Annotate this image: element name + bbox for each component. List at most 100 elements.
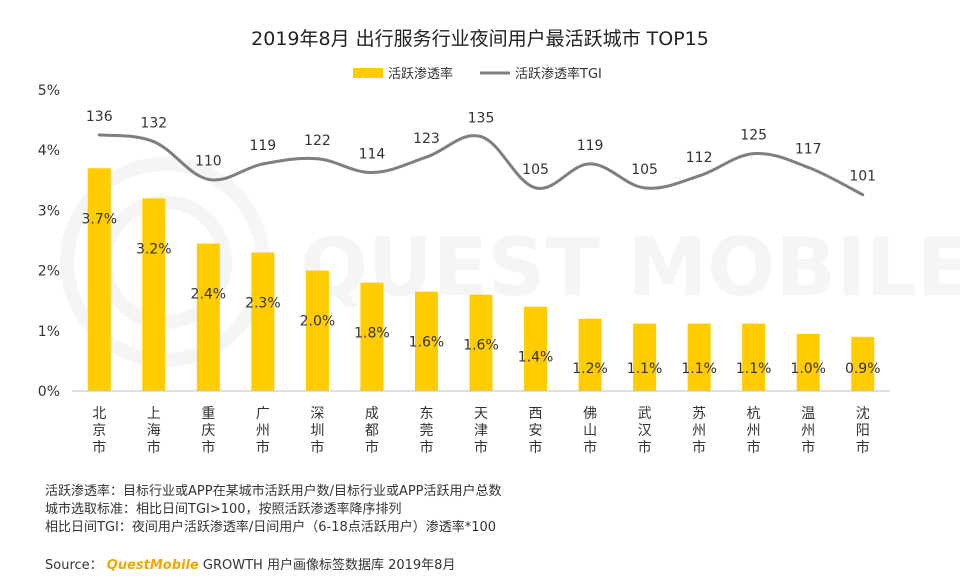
x-tick-label: 广州市: [256, 406, 270, 456]
bar-data-label: 1.6%: [409, 335, 445, 351]
bar: [851, 336, 875, 391]
bar-data-label: 1.6%: [463, 338, 499, 354]
bar-data-label: 1.2%: [572, 361, 608, 377]
y-tick-label: 1%: [38, 324, 60, 340]
tgi-data-label: 125: [740, 128, 767, 144]
x-tick-label: 温州市: [801, 406, 815, 456]
bar: [305, 270, 329, 391]
bar-data-label: 1.0%: [790, 361, 826, 377]
tgi-point: [534, 186, 538, 190]
source-brand: QuestMobile: [106, 558, 199, 573]
bar: [87, 168, 111, 391]
tgi-data-label: 123: [413, 131, 440, 147]
tgi-data-label: 105: [631, 162, 658, 178]
tgi-point: [261, 162, 265, 166]
tgi-point: [206, 177, 210, 181]
tgi-point: [643, 186, 647, 190]
chart-title: 2019年8月 出行服务行业夜间用户最活跃城市 TOP15: [251, 28, 709, 50]
tgi-data-label: 101: [849, 169, 876, 185]
bar: [196, 243, 220, 391]
bar-series: [87, 168, 875, 391]
tgi-data-label: 136: [86, 109, 113, 125]
watermark-text: QUEST MOBILE: [300, 221, 960, 314]
y-tick-label: 3%: [38, 203, 60, 219]
legend-label-bar: 活跃渗透率: [388, 66, 453, 82]
source-label: Source：: [45, 558, 103, 573]
x-tick-label: 北京市: [92, 406, 106, 456]
x-tick-label: 天津市: [474, 406, 488, 456]
x-tick-label: 杭州市: [747, 406, 761, 456]
bar-data-label: 1.1%: [681, 361, 717, 377]
bar-data-label: 1.8%: [354, 326, 390, 342]
x-tick-label: 上海市: [147, 406, 161, 456]
y-tick-label: 4%: [38, 143, 60, 159]
tgi-data-label: 119: [249, 138, 276, 154]
tgi-data-label: 135: [468, 111, 495, 127]
bar: [796, 333, 820, 391]
x-tick-label: 深圳市: [310, 406, 324, 456]
tgi-point: [152, 140, 156, 144]
tgi-point: [806, 165, 810, 169]
x-tick-label: 苏州市: [692, 406, 706, 456]
bar-data-label: 1.1%: [627, 361, 663, 377]
bar-data-label: 0.9%: [845, 361, 881, 377]
bar-data-label: 2.4%: [191, 287, 227, 303]
legend: 活跃渗透率 活跃渗透率TGI: [353, 66, 602, 82]
bar-data-labels: 3.7% 3.2% 2.4% 2.3% 2.0% 1.8% 1.6% 1.6% 1.4% 1.2%…: [81, 211, 880, 377]
bar: [633, 323, 657, 391]
source-rest: GROWTH 用户画像标签数据库 2019年8月: [202, 558, 456, 573]
bar-data-label: 1.4%: [518, 350, 554, 366]
legend-swatch-bar: [353, 68, 383, 78]
tgi-point: [315, 157, 319, 161]
x-tick-label: 东莞市: [419, 406, 433, 456]
note-1: 活跃渗透率：目标行业或APP在某城市活跃用户数/目标行业或APP活跃用户总数: [45, 484, 502, 499]
bar-data-label: 1.1%: [736, 361, 772, 377]
bar-data-label: 2.3%: [245, 296, 281, 312]
plot-area: 活跃渗透率 活跃渗透率TGI 0% 1% 2% 3% 4% 5% 3.7% 3.2% 2.4% 2…: [38, 66, 890, 456]
bar: [742, 323, 766, 391]
tgi-data-label: 119: [577, 138, 604, 154]
bar: [414, 291, 438, 391]
tgi-data-label: 117: [795, 141, 822, 157]
tgi-data-label: 114: [359, 146, 386, 162]
y-tick-label: 0%: [38, 384, 60, 400]
tgi-point: [697, 174, 701, 178]
bar: [251, 252, 275, 391]
x-tick-label: 沈阳市: [856, 406, 870, 456]
tgi-line-series: [97, 133, 865, 197]
bar: [142, 198, 166, 391]
tgi-data-label: 132: [140, 116, 167, 132]
bar: [524, 306, 548, 391]
tgi-point: [370, 170, 374, 174]
note-2: 城市选取标准：相比日间TGI>100，按照活跃渗透率降序排列: [45, 502, 402, 517]
notes: 活跃渗透率：目标行业或APP在某城市活跃用户数/目标行业或APP活跃用户总数 城…: [45, 483, 502, 537]
bar: [687, 323, 711, 391]
tgi-data-label: 112: [686, 150, 713, 166]
tgi-point: [97, 133, 101, 137]
source-line: Source： QuestMobile GROWTH 用户画像标签数据库 201…: [45, 554, 455, 573]
tgi-data-label: 105: [522, 162, 549, 178]
tgi-point: [861, 193, 865, 197]
tgi-data-label: 110: [195, 153, 222, 169]
tgi-point: [588, 162, 592, 166]
bar: [578, 318, 602, 391]
tgi-data-labels: 136 132 110 119 122 114 123 135 105 119 105 112 125 1…: [86, 109, 876, 185]
x-tick-label: 西安市: [529, 406, 543, 456]
tgi-data-label: 122: [304, 133, 331, 149]
y-tick-label: 5%: [38, 83, 60, 99]
legend-label-line: 活跃渗透率TGI: [515, 66, 602, 82]
y-axis: 0% 1% 2% 3% 4% 5%: [38, 83, 60, 400]
x-tick-label: 武汉市: [638, 406, 652, 456]
x-axis: 北京市 上海市 重庆市 广州市 深圳市 成都市 东莞市 天津市 西安市 佛山市 武汉市 苏州市 杭州市 温…: [72, 390, 890, 456]
tgi-point: [752, 152, 756, 156]
y-tick-label: 2%: [38, 264, 60, 280]
bar-data-label: 3.2%: [136, 241, 172, 257]
bar: [360, 282, 384, 391]
tgi-point: [424, 155, 428, 159]
x-tick-label: 重庆市: [201, 406, 215, 456]
x-tick-label: 佛山市: [583, 406, 597, 456]
note-3: 相比日间TGI：夜间用户活跃渗透率/日间用户（6-18点活跃用户）渗透率*100: [45, 520, 497, 535]
tgi-point: [479, 135, 483, 139]
bar-data-label: 3.7%: [81, 211, 117, 227]
